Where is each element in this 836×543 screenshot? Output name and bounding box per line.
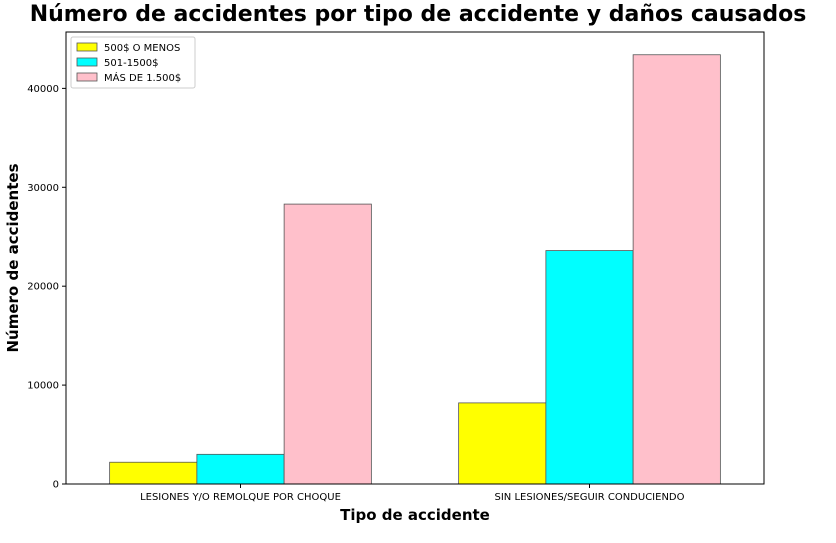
legend-label: 500$ O MENOS bbox=[104, 43, 180, 54]
bar bbox=[545, 250, 634, 485]
bar bbox=[632, 54, 721, 485]
bar bbox=[458, 402, 547, 485]
legend-swatch bbox=[76, 57, 98, 67]
plot-frame bbox=[65, 31, 765, 485]
legend-label: 501-1500$ bbox=[104, 58, 159, 69]
legend-frame bbox=[70, 36, 196, 89]
x-axis: LESIONES Y/O REMOLQUE POR CHOQUE SIN LESI… bbox=[140, 484, 685, 503]
y-tick-label: 0 bbox=[53, 480, 59, 491]
y-tick-label: 20000 bbox=[27, 282, 59, 293]
bar bbox=[283, 203, 372, 485]
x-tick-label: SIN LESIONES/SEGUIR CONDUCIENDO bbox=[495, 492, 685, 503]
y-axis: 0 10000 20000 30000 40000 bbox=[27, 84, 66, 491]
y-tick-label: 40000 bbox=[27, 84, 59, 95]
bar bbox=[196, 453, 285, 485]
legend: 500$ O MENOS 501-1500$ MÁS DE 1.500$ bbox=[70, 36, 196, 89]
y-tick-label: 30000 bbox=[27, 183, 59, 194]
bars-group bbox=[109, 54, 721, 485]
legend-label: MÁS DE 1.500$ bbox=[104, 71, 181, 84]
bar bbox=[109, 461, 198, 485]
y-tick-label: 10000 bbox=[27, 381, 59, 392]
y-axis-label: Número de accidentes bbox=[4, 163, 22, 352]
legend-swatch bbox=[76, 72, 98, 82]
legend-swatch bbox=[76, 42, 98, 52]
chart-title: Número de accidentes por tipo de acciden… bbox=[29, 2, 807, 27]
x-axis-label: Tipo de accidente bbox=[340, 506, 490, 524]
x-tick-label: LESIONES Y/O REMOLQUE POR CHOQUE bbox=[140, 492, 341, 503]
